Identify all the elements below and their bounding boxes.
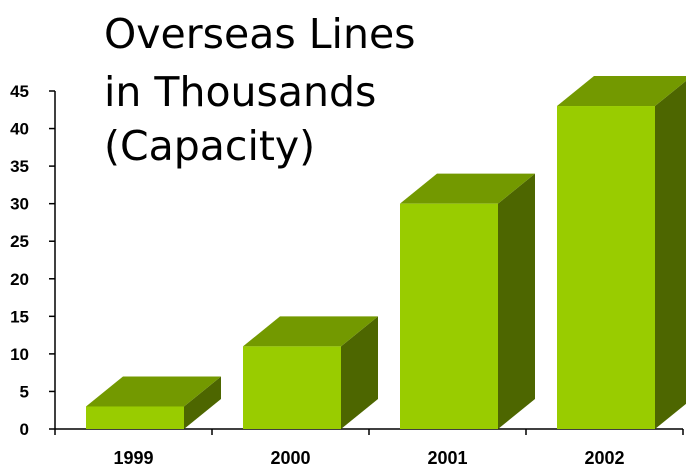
y-tick-label: 30 [10,195,29,214]
bars [86,76,686,430]
bar-top-face [400,173,535,204]
bar-side-face [655,80,686,429]
y-tick-label: 35 [10,157,29,176]
y-tick-label: 25 [10,232,29,251]
y-tick-label: 5 [20,382,29,401]
chart-title-line-1: Overseas Lines [104,10,416,58]
x-category-label: 1999 [113,448,153,468]
bar-front-face [86,406,184,429]
y-tick-label: 45 [10,82,29,101]
bar-front-face [557,106,655,430]
bar-side-face [184,376,221,429]
y-tick-label: 10 [10,345,29,364]
y-tick-label: 0 [20,420,29,439]
x-axis: 1999 2000 2001 2002 [54,428,684,468]
y-axis: 0 5 10 15 20 25 30 35 40 45 [10,82,56,439]
y-tick-label: 15 [10,307,29,326]
bar-front-face [400,203,498,429]
bar-top-face [243,316,378,347]
bar-top-face [557,76,686,107]
bar-front-face [243,346,341,429]
bar-top-face [86,376,221,407]
bar-2000 [243,316,378,429]
y-tick-label: 40 [10,120,29,139]
x-category-label: 2000 [270,448,310,468]
x-category-label: 2001 [427,448,467,468]
bar-2002 [557,76,686,430]
x-category-label: 2002 [584,448,624,468]
bar-side-face [498,173,535,429]
bar-2001 [400,173,535,429]
chart-title-line-3: (Capacity) [104,122,316,170]
bar-side-face [341,316,378,429]
y-tick-label: 20 [10,270,29,289]
bar-1999 [86,376,221,429]
chart-title-line-2: in Thousands [104,68,377,116]
